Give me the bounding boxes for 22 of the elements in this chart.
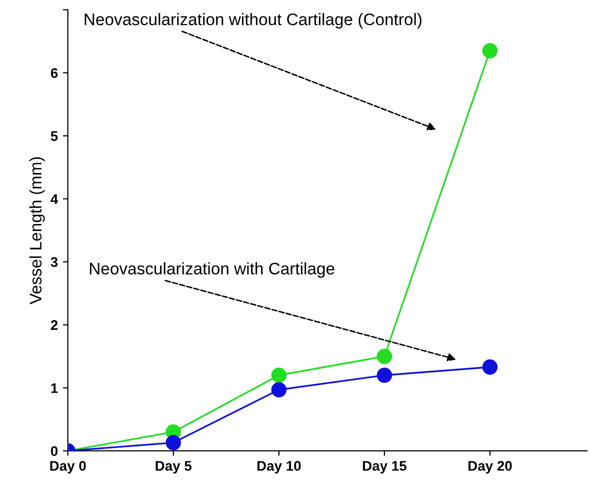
y-tick-label: 2 — [50, 320, 58, 330]
text: Neovascularization with Cartilage — [90, 262, 334, 278]
point — [482, 359, 498, 375]
x-tick-label: Day 0 — [50, 460, 86, 474]
point — [166, 435, 182, 450]
x-tick-label: Day 5 — [156, 461, 192, 474]
x-tick-label: Day 10 — [257, 460, 301, 474]
point — [376, 348, 392, 364]
y-tick-label: 1 — [51, 383, 58, 393]
y-tick-label: 5 — [50, 131, 58, 141]
x-tick-label: Day 15 — [362, 461, 406, 474]
text: Neovascularization without Cartilage (Control) — [84, 13, 422, 29]
y-tick-label: 4 — [50, 194, 58, 204]
y-axis-title: Vessel Length (mm) — [29, 157, 45, 304]
point — [482, 43, 498, 58]
y-tick-label: 0 — [50, 446, 58, 456]
y-tick-label: 3 — [50, 257, 58, 268]
x-tick-label: Day 20 — [468, 460, 512, 474]
point — [271, 382, 287, 398]
point — [376, 368, 392, 383]
y-tick-label: 6 — [50, 68, 58, 78]
point — [271, 368, 287, 383]
